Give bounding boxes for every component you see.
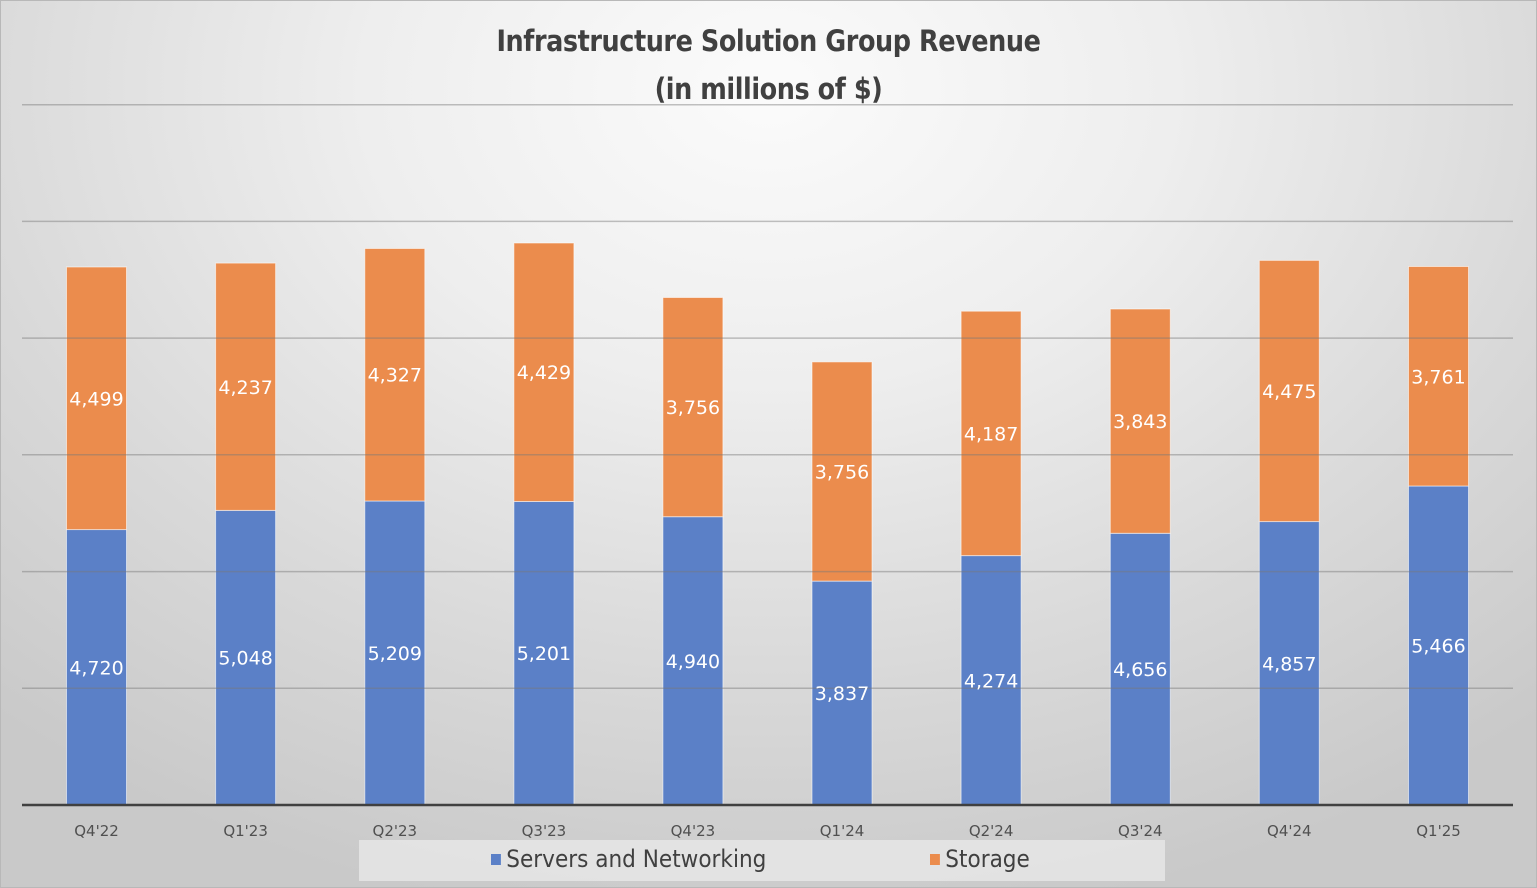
x-tick-label-6: Q2'24 <box>969 822 1014 840</box>
data-label-storage-3: 4,429 <box>517 362 571 384</box>
legend-swatch-servers-networking <box>491 853 501 865</box>
x-tick-label-9: Q1'25 <box>1416 822 1461 840</box>
bar-servers-networking-4 <box>662 516 724 806</box>
legend-item-storage: Storage <box>930 845 1030 873</box>
chart-title: Infrastructure Solution Group Revenue <box>496 24 1041 58</box>
x-tick-label-4: Q4'23 <box>671 822 716 840</box>
x-tick-label-7: Q3'24 <box>1118 822 1163 840</box>
data-label-storage-8: 4,475 <box>1262 381 1316 403</box>
data-label-servers-networking-7: 4,656 <box>1113 659 1167 681</box>
data-label-servers-networking-1: 5,048 <box>218 648 272 670</box>
bar-storage-9 <box>1408 266 1469 487</box>
x-tick-label-5: Q1'24 <box>820 822 865 840</box>
bar-storage-4 <box>662 297 724 518</box>
data-label-servers-networking-6: 4,274 <box>964 670 1018 692</box>
bar-servers-networking-0 <box>66 529 127 806</box>
x-tick-label-3: Q3'23 <box>522 822 567 840</box>
bar-servers-networking-9 <box>1408 485 1469 806</box>
data-label-storage-9: 3,761 <box>1411 366 1465 388</box>
bar-servers-networking-6 <box>960 555 1022 806</box>
data-label-servers-networking-3: 5,201 <box>517 643 571 665</box>
bar-storage-0 <box>66 266 127 531</box>
x-tick-label-1: Q1'23 <box>223 822 268 840</box>
bar-servers-networking-2 <box>364 500 426 806</box>
data-label-storage-6: 4,187 <box>964 423 1018 445</box>
bar-storage-7 <box>1109 308 1171 534</box>
bar-storage-1 <box>215 262 277 511</box>
bar-servers-networking-5 <box>811 580 873 806</box>
data-label-servers-networking-0: 4,720 <box>69 657 123 679</box>
bar-storage-6 <box>960 310 1022 557</box>
x-tick-label-0: Q4'22 <box>74 822 119 840</box>
chart-subtitle: (in millions of $) <box>654 72 883 106</box>
bar-servers-networking-3 <box>513 501 575 806</box>
bar-storage-8 <box>1258 259 1320 523</box>
legend-label-servers-networking: Servers and Networking <box>506 845 767 873</box>
bar-storage-2 <box>364 248 426 502</box>
data-label-storage-0: 4,499 <box>69 388 123 410</box>
data-label-servers-networking-2: 5,209 <box>368 643 422 665</box>
x-tick-label-8: Q4'24 <box>1267 822 1312 840</box>
data-label-servers-networking-5: 3,837 <box>815 683 869 705</box>
legend-swatch-storage <box>930 853 940 865</box>
legend: Servers and Networking Storage <box>359 840 1165 881</box>
data-label-servers-networking-4: 4,940 <box>666 651 720 673</box>
legend-item-servers-networking: Servers and Networking <box>491 845 766 873</box>
x-tick-label-2: Q2'23 <box>373 822 418 840</box>
data-label-storage-2: 4,327 <box>368 365 422 387</box>
data-label-storage-1: 4,237 <box>218 377 272 399</box>
bar-servers-networking-7 <box>1109 532 1171 806</box>
bar-storage-5 <box>811 361 873 582</box>
data-label-storage-4: 3,756 <box>666 397 720 419</box>
bar-storage-3 <box>513 242 575 502</box>
gridlines <box>22 103 1513 690</box>
data-label-storage-5: 3,756 <box>815 462 869 484</box>
data-label-storage-7: 3,843 <box>1113 411 1167 433</box>
bars <box>66 242 1469 806</box>
legend-label-storage: Storage <box>945 845 1030 873</box>
data-labels: 4,720 4,499 5,048 4,237 5,209 4,327 5,201 4,429… <box>69 362 1465 705</box>
data-label-servers-networking-9: 5,466 <box>1411 636 1465 658</box>
data-label-servers-networking-8: 4,857 <box>1262 653 1316 675</box>
